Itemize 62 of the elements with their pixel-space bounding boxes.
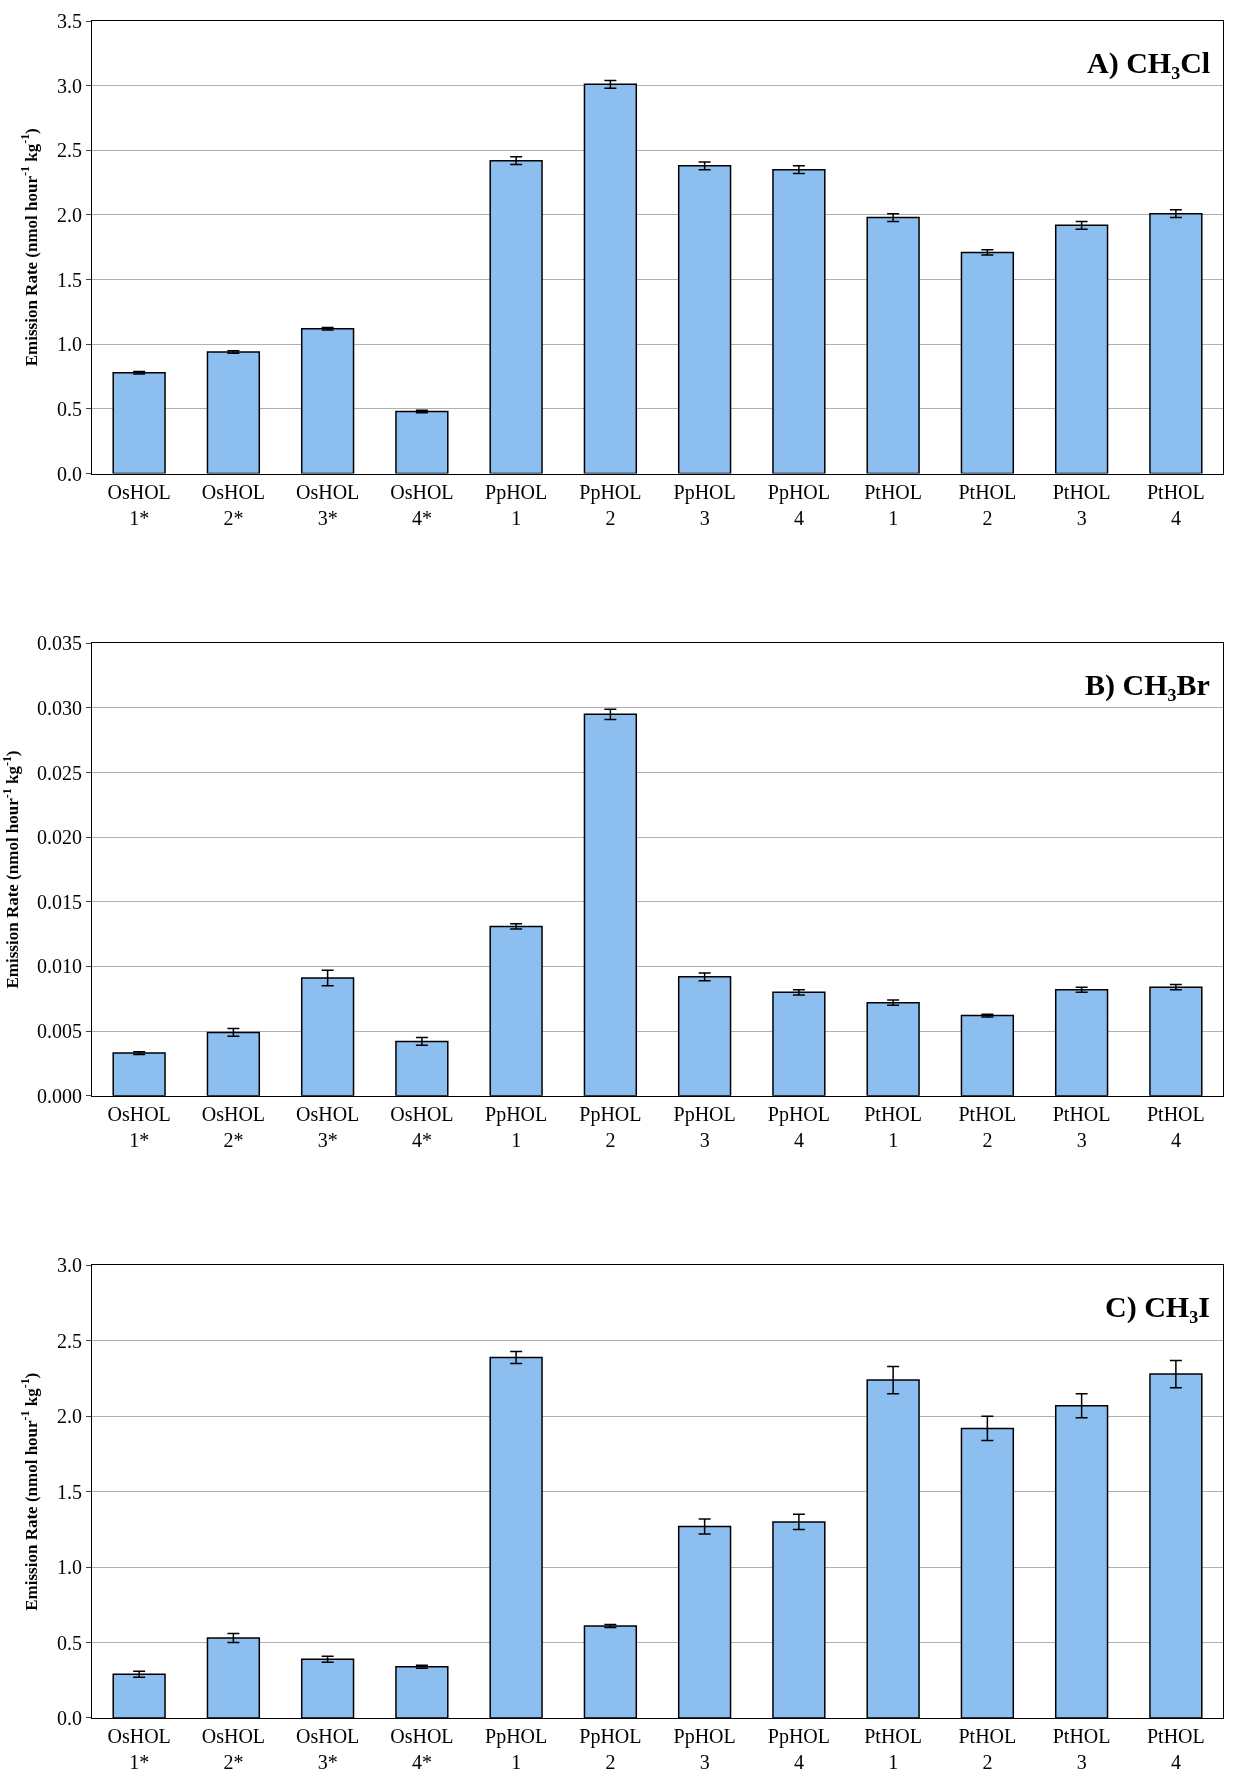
x-tick-label: PtHOL 2: [958, 1102, 1017, 1151]
x-tick-label: PtHOL 4: [1146, 480, 1205, 529]
x-tick-label: OsHOL 3*: [295, 1725, 360, 1773]
y-tick-label: 3.5: [57, 10, 82, 32]
x-tick-label: PtHOL 2: [958, 480, 1017, 529]
x-tick-label: PpHOL 2: [579, 1102, 642, 1151]
y-tick-label: 0.020: [37, 826, 82, 849]
x-tick-label: OsHOL 3*: [295, 1102, 360, 1151]
x-tick-label: PtHOL 3: [1052, 1725, 1111, 1773]
y-tick-label: 2.0: [57, 1405, 82, 1428]
x-tick-label: PtHOL 4: [1146, 1102, 1205, 1151]
x-tick-label: OsHOL 4*: [390, 1102, 454, 1151]
y-tick-label: 1.5: [57, 268, 82, 291]
y-tick-label: 0.015: [37, 890, 82, 913]
x-tick-label: OsHOL 2*: [201, 1725, 266, 1773]
y-tick-label: 1.5: [57, 1480, 82, 1503]
x-tick-label: PpHOL 3: [673, 1102, 736, 1151]
x-tick-label: PpHOL 1: [485, 480, 548, 529]
y-tick-label: 3.0: [57, 74, 82, 97]
y-tick-label: 0.030: [37, 696, 82, 719]
text: C) CH₃I: [1105, 1290, 1210, 1324]
y-tick-label: 0.0: [57, 462, 82, 485]
y-tick-label: 0.0: [57, 1707, 82, 1729]
y-tick-label: 0.025: [37, 761, 82, 784]
y-tick-label: 0.005: [37, 1020, 82, 1043]
x-tick-label: PtHOL 4: [1146, 1725, 1205, 1773]
x-tick-label: PpHOL 1: [485, 1102, 548, 1151]
x-tick-label: PpHOL 1: [485, 1725, 548, 1773]
y-tick-label: 0.035: [37, 632, 82, 655]
x-tick-label: PtHOL 1: [864, 1725, 923, 1773]
x-tick-label: PtHOL 3: [1052, 1102, 1111, 1151]
x-tick-label: PtHOL 1: [864, 1102, 923, 1151]
x-tick-label: PtHOL 1: [864, 480, 923, 529]
y-tick-label: 0.5: [57, 1631, 82, 1654]
x-tick-label: PpHOL 3: [673, 480, 736, 529]
text: A) CH₃Cl: [1087, 46, 1211, 80]
x-tick-label: PpHOL 4: [767, 480, 830, 529]
y-tick-label: 2.5: [57, 139, 82, 162]
x-tick-label: PpHOL 4: [767, 1102, 830, 1151]
x-tick-label: PtHOL 3: [1052, 480, 1111, 529]
y-tick-label: 0.010: [37, 955, 82, 978]
x-tick-label: PpHOL 2: [579, 480, 642, 529]
text: B) CH₃Br: [1085, 668, 1210, 702]
x-tick-label: OsHOL 2*: [201, 480, 266, 529]
x-tick-label: PpHOL 3: [673, 1725, 736, 1773]
x-tick-label: OsHOL 4*: [390, 1725, 454, 1773]
x-tick-label: OsHOL 2*: [201, 1102, 266, 1151]
x-tick-label: PtHOL 2: [958, 1725, 1017, 1773]
x-tick-label: OsHOL 3*: [295, 480, 360, 529]
x-tick-label: OsHOL 1*: [107, 1725, 171, 1773]
y-tick-label: 1.0: [57, 333, 82, 356]
y-tick-label: 2.0: [57, 203, 82, 226]
x-tick-label: OsHOL 4*: [390, 480, 454, 529]
x-tick-label: OsHOL 1*: [107, 1102, 171, 1151]
x-tick-label: PpHOL 2: [579, 1725, 642, 1773]
y-tick-label: 3.0: [57, 1254, 82, 1277]
x-tick-label: PpHOL 4: [767, 1725, 830, 1773]
y-tick-label: 0.000: [37, 1084, 82, 1107]
y-tick-label: 2.5: [57, 1329, 82, 1352]
y-tick-label: 1.0: [57, 1556, 82, 1579]
x-tick-label: OsHOL 1*: [107, 480, 171, 529]
y-tick-label: 0.5: [57, 397, 82, 420]
